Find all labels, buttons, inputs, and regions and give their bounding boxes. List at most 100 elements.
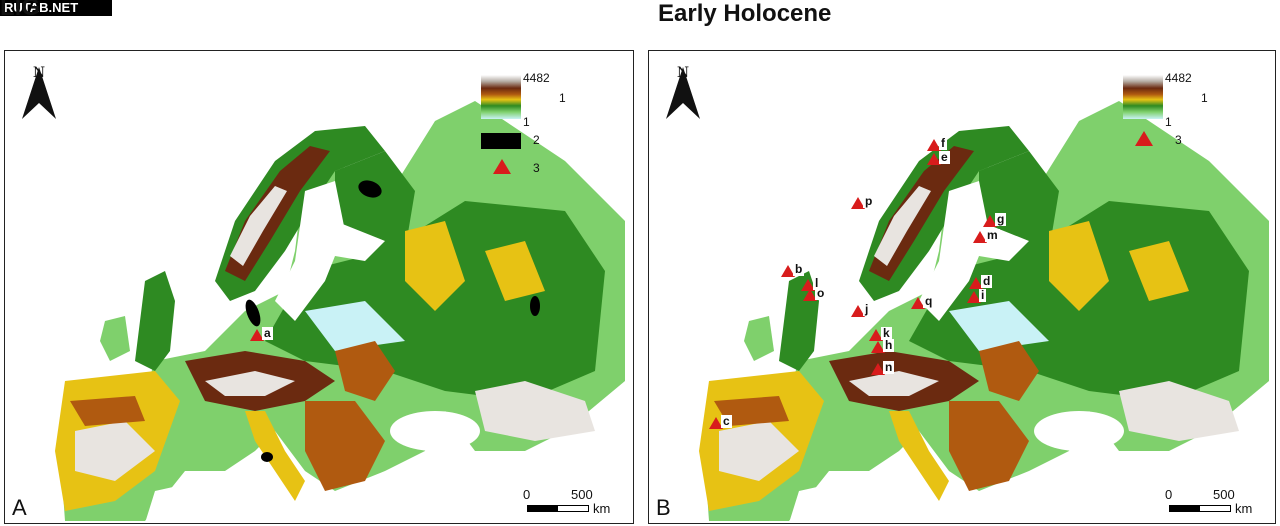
map-legend: 4482 1 1 2 3 xyxy=(481,71,591,191)
site-label: f xyxy=(939,136,947,150)
ice-patch xyxy=(358,180,382,198)
site-marker: q xyxy=(911,295,935,309)
baltic-sea xyxy=(919,181,989,321)
site-label: n xyxy=(883,360,895,374)
map-panel-a: N 4482 1 1 2 3 0 500 km A a xyxy=(4,50,634,524)
site-triangle-icon xyxy=(969,277,983,289)
scale-value: 500 xyxy=(571,487,593,502)
north-arrow: N xyxy=(19,65,59,119)
panel-letter: A xyxy=(12,495,27,520)
site-triangle-icon xyxy=(803,289,817,301)
elevation-gradient xyxy=(481,75,521,119)
site-triangle-icon xyxy=(250,329,264,341)
map-a-terrain xyxy=(55,101,625,523)
site-marker: f xyxy=(927,137,947,151)
iberian-uplands xyxy=(70,396,145,426)
legend-site-icon xyxy=(493,159,511,174)
site-label: i xyxy=(979,288,987,302)
site-triangle-icon xyxy=(983,215,997,227)
mediterranean-sea xyxy=(789,471,979,523)
site-triangle-icon xyxy=(709,417,723,429)
legend-elev-min: 1 xyxy=(523,115,530,129)
site-label: l xyxy=(813,276,821,290)
caucasus-terrain xyxy=(475,381,595,441)
north-arrow-icon xyxy=(666,67,700,119)
scandinavian-peaks xyxy=(874,186,931,266)
ireland xyxy=(100,316,130,361)
site-marker: i xyxy=(967,289,987,303)
great-britain xyxy=(135,271,175,371)
scale-zero: 0 xyxy=(523,487,531,502)
scale-unit: km xyxy=(1235,501,1253,516)
volga-upland xyxy=(1129,241,1189,301)
scale-unit: km xyxy=(593,501,611,516)
russian-upland xyxy=(1049,221,1109,311)
scale-bar: 0 500 km xyxy=(1165,487,1265,517)
mediterranean-sea xyxy=(145,471,335,523)
site-triangle-icon xyxy=(869,329,883,341)
lowland-zone xyxy=(305,301,405,351)
map-legend: 4482 1 1 3 xyxy=(1123,71,1233,191)
site-triangle-icon xyxy=(851,197,865,209)
legend-item-3: 3 xyxy=(533,161,540,175)
site-triangle-icon xyxy=(851,305,865,317)
legend-site-icon xyxy=(1135,131,1153,146)
italy-terrain xyxy=(245,411,305,501)
site-marker: e xyxy=(927,151,950,165)
site-label: b xyxy=(793,262,805,276)
site-label: j xyxy=(863,302,871,316)
north-arrow: N xyxy=(663,65,703,119)
caucasus-terrain xyxy=(1119,381,1239,441)
site-label: q xyxy=(923,294,935,308)
site-marker: a xyxy=(250,327,273,341)
site-triangle-icon xyxy=(911,297,925,309)
site-label: g xyxy=(995,212,1007,226)
volga-upland xyxy=(485,241,545,301)
site-triangle-icon xyxy=(871,341,885,353)
scale-value: 500 xyxy=(1213,487,1235,502)
carpathians xyxy=(979,341,1039,401)
legend-item-3: 3 xyxy=(1175,133,1182,147)
site-label: o xyxy=(815,286,827,300)
site-triangle-icon xyxy=(927,153,941,165)
site-marker: d xyxy=(969,275,993,289)
lowland-zone xyxy=(949,301,1049,351)
watermark: RUTAB.NET xyxy=(0,0,112,16)
site-marker: b xyxy=(781,263,805,277)
iberian-plateau xyxy=(719,421,799,481)
site-label: a xyxy=(262,326,273,340)
baltic-sea xyxy=(275,181,345,321)
ice-patch xyxy=(261,452,273,462)
site-triangle-icon xyxy=(967,291,981,303)
balkans-terrain xyxy=(949,401,1029,491)
italy-terrain xyxy=(889,411,949,501)
alpine-peaks xyxy=(205,371,295,396)
scandinavian-peaks xyxy=(230,186,287,266)
legend-elev-code: 1 xyxy=(1201,91,1208,105)
site-label: p xyxy=(863,194,875,208)
site-label: m xyxy=(985,228,1000,242)
panel-b-title: Early Holocene xyxy=(658,0,832,27)
site-marker: j xyxy=(851,303,871,317)
site-label: c xyxy=(721,414,732,428)
russian-upland xyxy=(405,221,465,311)
legend-elev-max: 4482 xyxy=(523,71,550,85)
site-marker: p xyxy=(851,195,875,209)
iberian-uplands xyxy=(714,396,789,426)
site-marker: n xyxy=(871,361,895,375)
legend-ice-swatch xyxy=(481,133,521,149)
panel-letter: B xyxy=(656,495,671,520)
site-label: e xyxy=(939,150,950,164)
site-marker: m xyxy=(973,229,1000,243)
scale-bar-graphic xyxy=(1169,505,1231,512)
site-marker: c xyxy=(709,415,732,429)
north-arrow-icon xyxy=(22,67,56,119)
site-triangle-icon xyxy=(871,363,885,375)
carpathians xyxy=(335,341,395,401)
map-b-terrain xyxy=(699,101,1269,523)
site-triangle-icon xyxy=(927,139,941,151)
legend-item-2: 2 xyxy=(533,133,540,147)
legend-elev-max: 4482 xyxy=(1165,71,1192,85)
site-triangle-icon xyxy=(973,231,987,243)
